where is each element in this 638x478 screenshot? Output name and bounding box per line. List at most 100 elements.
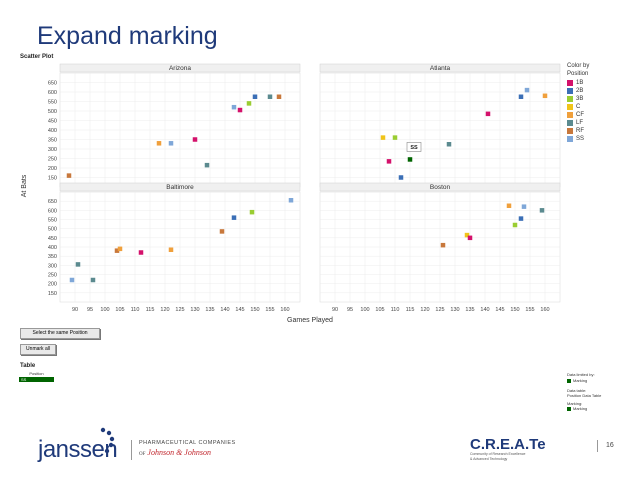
legend-item-cf[interactable]: CF xyxy=(567,111,584,119)
janssen-dots-icon xyxy=(100,427,115,454)
create-subtitle-line1: Community of Research Excellence xyxy=(470,452,526,456)
unmark-all-button[interactable]: Unmark all xyxy=(20,344,56,355)
data-point-ss[interactable] xyxy=(69,277,75,283)
data-point-ss[interactable] xyxy=(521,204,527,209)
data-point-rf[interactable] xyxy=(276,94,282,100)
x-tick-label: 115 xyxy=(146,307,155,313)
x-tick-label: 150 xyxy=(250,307,259,313)
data-point-2b[interactable] xyxy=(518,94,524,100)
data-point-1b[interactable] xyxy=(237,107,243,113)
data-point-rf[interactable] xyxy=(114,248,120,253)
x-tick-label: 160 xyxy=(280,307,289,313)
data-point-cf[interactable] xyxy=(117,246,123,252)
data-point-ss[interactable] xyxy=(407,157,413,162)
data-point-lf[interactable] xyxy=(75,262,81,267)
x-tick-label: 90 xyxy=(332,307,338,313)
legend-item-3b[interactable]: 3B xyxy=(567,95,584,103)
y-tick-label: 350 xyxy=(48,254,57,260)
data-point-ss[interactable] xyxy=(288,198,294,203)
x-tick-label: 115 xyxy=(406,307,415,313)
marking-swatch-icon xyxy=(567,406,571,411)
data-point-1b[interactable] xyxy=(386,159,392,164)
data-point-cf[interactable] xyxy=(506,203,512,209)
legend-item-label: SS xyxy=(576,136,585,142)
data-point-1b[interactable] xyxy=(485,111,491,117)
x-tick-label: 145 xyxy=(235,307,244,313)
x-tick-label: 145 xyxy=(495,307,504,313)
legend-item-ss[interactable]: SS xyxy=(567,135,584,143)
legend-item-1b[interactable]: 1B xyxy=(567,79,584,87)
data-point-ss[interactable] xyxy=(231,104,237,110)
data-point-rf[interactable] xyxy=(440,242,446,248)
panel-header-baltimore xyxy=(59,182,301,192)
janssen-logo: janssen xyxy=(38,436,118,463)
data-point-1b[interactable] xyxy=(192,137,198,142)
data-point-lf[interactable] xyxy=(539,208,545,213)
legend-swatch-icon xyxy=(567,136,573,142)
legend-item-rf[interactable]: RF xyxy=(567,127,584,135)
y-tick-label: 250 xyxy=(48,273,57,279)
data-point-cf[interactable] xyxy=(168,247,174,253)
data-point-ss[interactable] xyxy=(524,87,530,93)
legend-swatch-icon xyxy=(567,88,573,94)
y-tick-label: 300 xyxy=(48,147,57,153)
x-tick-label: 90 xyxy=(72,307,78,313)
y-tick-label: 200 xyxy=(48,282,57,288)
select-same-position-button[interactable]: Select the same Position xyxy=(20,328,100,339)
panel-title-boston: Boston xyxy=(430,184,451,191)
data-point-lf[interactable] xyxy=(90,277,96,283)
legend-swatch-icon xyxy=(567,128,573,134)
table-label: Table xyxy=(20,363,36,369)
data-point-1b[interactable] xyxy=(138,250,144,255)
panel-header-arizona xyxy=(59,63,301,73)
data-point-3b[interactable] xyxy=(246,101,252,106)
jj-text: Johnson & Johnson xyxy=(147,448,211,457)
panel-title-atlanta: Atlanta xyxy=(430,65,451,72)
data-point-3b[interactable] xyxy=(392,135,398,140)
legend-swatch-icon xyxy=(567,80,573,86)
table-header-position[interactable]: Position xyxy=(29,371,44,376)
pharma-companies-text: PHARMACEUTICAL COMPANIES xyxy=(139,440,236,446)
x-tick-label: 155 xyxy=(265,307,274,313)
data-point-2b[interactable] xyxy=(252,94,258,100)
legend-item-c[interactable]: C xyxy=(567,103,584,111)
y-tick-label: 300 xyxy=(48,263,57,269)
data-point-2b[interactable] xyxy=(231,215,237,220)
create-subtitle-line2: & Advanced Technology xyxy=(470,457,508,461)
x-tick-label: 125 xyxy=(435,307,444,313)
data-point-ss[interactable] xyxy=(168,141,174,146)
x-tick-label: 100 xyxy=(360,307,369,313)
data-point-3b[interactable] xyxy=(249,209,255,215)
data-point-3b[interactable] xyxy=(512,222,518,228)
data-point-rf[interactable] xyxy=(66,173,72,178)
y-tick-label: 400 xyxy=(48,128,57,134)
x-tick-label: 110 xyxy=(391,307,400,313)
x-tick-label: 125 xyxy=(175,307,184,313)
table-row[interactable]: SS xyxy=(19,377,54,382)
marked-tooltip-label: SS xyxy=(410,145,418,151)
legend-item-2b[interactable]: 2B xyxy=(567,87,584,95)
data-point-2b[interactable] xyxy=(398,175,404,180)
slide-title: Expand marking xyxy=(37,22,218,50)
y-axis-label: At Bats xyxy=(21,174,28,197)
y-tick-label: 600 xyxy=(48,90,57,96)
y-tick-label: 500 xyxy=(48,227,57,233)
legend-item-lf[interactable]: LF xyxy=(567,119,584,127)
legend-item-label: C xyxy=(576,104,581,110)
data-point-lf[interactable] xyxy=(204,162,210,168)
data-point-lf[interactable] xyxy=(267,94,273,100)
data-point-2b[interactable] xyxy=(518,216,524,221)
x-tick-label: 150 xyxy=(510,307,519,313)
data-point-lf[interactable] xyxy=(446,142,452,147)
data-point-cf[interactable] xyxy=(542,93,548,99)
data-point-rf[interactable] xyxy=(219,229,225,234)
scatter-plot-chart[interactable]: Arizona 150 200 250 300 350 400 450 500 550 600 650… xyxy=(0,0,638,330)
data-point-cf[interactable] xyxy=(156,141,162,146)
legend: 1B 2B 3B C CF LF RF SS xyxy=(567,79,584,143)
y-tick-label: 200 xyxy=(48,166,57,172)
x-tick-label: 140 xyxy=(220,307,229,313)
data-point-1b[interactable] xyxy=(467,235,473,241)
x-tick-label: 95 xyxy=(347,307,353,313)
data-point-c[interactable] xyxy=(380,135,386,140)
data-point-c[interactable] xyxy=(464,232,470,238)
